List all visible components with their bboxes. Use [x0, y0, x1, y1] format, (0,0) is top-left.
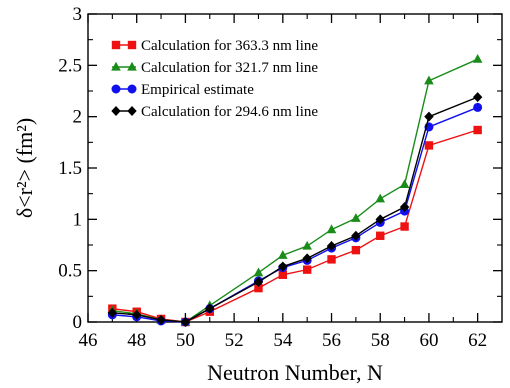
x-tick-label: 56 [322, 330, 341, 351]
data-point [253, 267, 264, 277]
data-point [473, 125, 482, 135]
legend-marker [111, 84, 121, 94]
legend-label: Calculation for 321.7 nm line [141, 60, 318, 76]
data-point [375, 193, 386, 203]
data-point [424, 111, 434, 122]
legend-marker [111, 40, 121, 50]
x-tick-label: 50 [176, 330, 195, 351]
data-point [132, 309, 142, 320]
series-line [112, 129, 478, 323]
legend-label: Calculation for 363.3 nm line [141, 38, 318, 54]
data-point [327, 255, 336, 264]
legend-marker [127, 61, 137, 71]
data-point [326, 224, 337, 234]
legend-marker [127, 106, 137, 116]
data-point [375, 214, 385, 225]
tick-labels: 46 48 50 52 54 56 58 60 62 0 0.5 1 1.5 2 2.5 3 [58, 4, 487, 351]
legend-label: Empirical estimate [141, 82, 254, 98]
legend: Calculation for 363.3 nm line Calculation… [111, 38, 318, 120]
data-point [107, 307, 118, 318]
legend-item: Calculation for 294.6 nm line [111, 104, 318, 120]
y-tick-label: 0 [73, 312, 83, 333]
data-point [302, 253, 312, 264]
data-point [302, 240, 312, 250]
data-point [376, 231, 385, 240]
legend-marker [127, 40, 137, 50]
x-tick-label: 54 [273, 330, 293, 351]
legend-item: Empirical estimate [111, 82, 254, 98]
data-point [205, 303, 215, 314]
data-point [399, 179, 410, 189]
data-point [472, 53, 483, 63]
series-layer [107, 53, 483, 327]
data-point [473, 102, 483, 112]
data-point [254, 283, 263, 293]
data-point [424, 75, 434, 85]
series-4 [107, 92, 483, 327]
data-point [472, 92, 483, 103]
legend-item: Calculation for 363.3 nm line [111, 38, 318, 54]
y-tick-label: 2.5 [58, 55, 82, 76]
series-3 [107, 102, 483, 327]
data-point [326, 241, 337, 252]
data-point [399, 202, 410, 213]
data-point [351, 213, 361, 222]
y-tick-label: 0.5 [58, 261, 82, 282]
y-axis-title: δ<r²> (fm²) [12, 118, 37, 218]
data-point [278, 270, 288, 279]
y-tick-label: 1.5 [58, 158, 82, 179]
data-point [424, 141, 434, 150]
data-point [278, 261, 288, 272]
data-point [351, 230, 361, 241]
series-line [112, 96, 478, 323]
y-tick-label: 2 [73, 107, 83, 128]
x-tick-label: 52 [225, 330, 244, 351]
data-point [351, 245, 361, 255]
legend-item: Calculation for 321.7 nm line [111, 60, 318, 76]
x-tick-label: 60 [419, 330, 438, 351]
data-point [278, 250, 288, 259]
series-1 [108, 125, 482, 327]
x-tick-label: 58 [371, 330, 390, 351]
data-point [400, 222, 409, 231]
x-tick-label: 62 [468, 330, 487, 351]
x-tick-label: 46 [79, 330, 98, 351]
data-point [302, 265, 312, 274]
legend-label: Calculation for 294.6 nm line [141, 104, 318, 120]
x-axis-title: Neutron Number, N [207, 360, 383, 385]
legend-marker [111, 61, 121, 71]
data-point [180, 317, 191, 327]
y-tick-label: 3 [73, 4, 83, 25]
axis-ticks [87, 13, 502, 323]
data-point [253, 276, 264, 287]
legend-marker [127, 84, 137, 94]
x-tick-label: 48 [127, 330, 146, 351]
y-tick-label: 1 [73, 209, 83, 230]
data-point [156, 314, 166, 325]
legend-marker [111, 106, 121, 116]
series-line [112, 58, 478, 323]
